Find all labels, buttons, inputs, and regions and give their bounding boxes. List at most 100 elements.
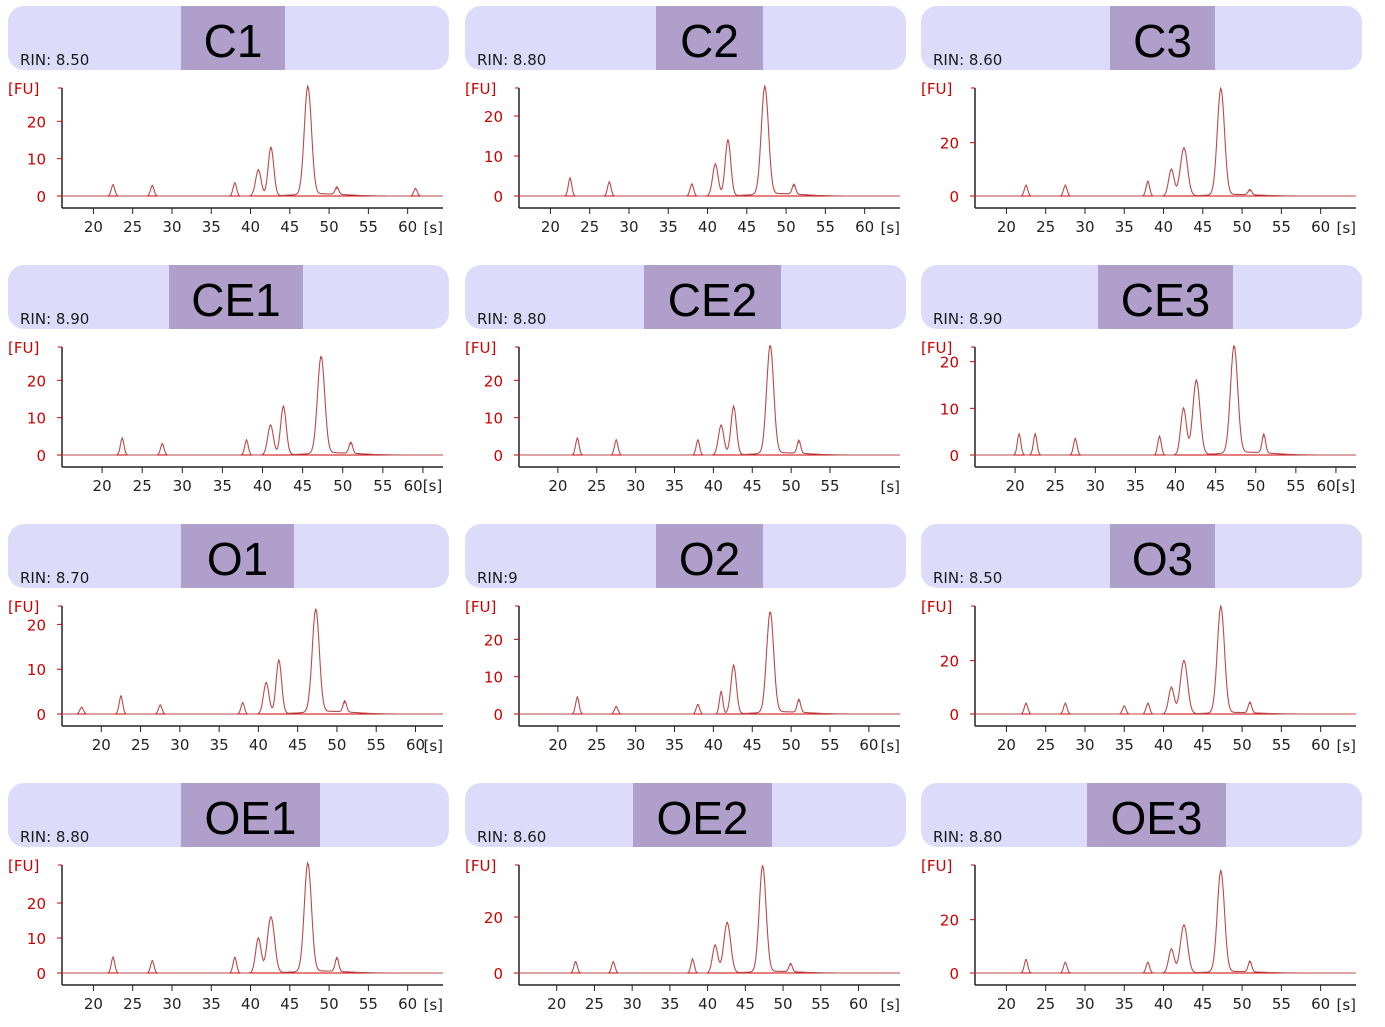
peak-point: [241, 702, 244, 704]
peak-point: [349, 443, 352, 445]
x-tick-label: 50: [782, 477, 801, 495]
y-tick-label: 20: [940, 653, 959, 671]
rin-value: RIN: 8.60: [933, 51, 1003, 69]
chart-panel: RIN: 8.80 C2 [FU] 20 10 0 20 25 30 35 40 45 50 55 60 [s…: [457, 0, 906, 250]
peak-point: [1147, 961, 1149, 964]
x-tick-label: 50: [777, 218, 796, 236]
panel-header: RIN: 8.70 O1: [8, 524, 449, 588]
x-tick-label: 45: [1193, 995, 1212, 1013]
x-tick-label: 60[s]: [1317, 477, 1356, 495]
rin-value: RIN: 8.50: [20, 51, 90, 69]
peak-point: [1183, 659, 1185, 662]
x-tick-label: 55: [1272, 218, 1291, 236]
peak-point: [282, 405, 285, 408]
x-tick-label: 20: [997, 218, 1016, 236]
y-unit-label: [FU]: [8, 339, 39, 357]
x-tick-label: 40: [249, 736, 268, 754]
peak-point: [726, 921, 729, 924]
x-tick-label: 30: [1075, 995, 1094, 1013]
peak-point: [112, 956, 114, 959]
x-tick-label: 35: [659, 218, 678, 236]
y-tick-label: 10: [940, 400, 959, 418]
y-tick-label: 10: [484, 148, 503, 166]
y-unit-label: [FU]: [921, 857, 952, 875]
peak-point: [732, 664, 735, 667]
peak-point: [612, 961, 615, 963]
peak-point: [112, 184, 114, 186]
x-tick-label: 35: [665, 477, 684, 495]
peak-point: [714, 163, 717, 165]
x-tick-label: 35: [1115, 736, 1134, 754]
chart-panel: RIN: 8.80 OE3 [FU] 20 0 20 25 30 35 40 45 50 55 60 [s]: [913, 777, 1362, 1027]
x-tick-label: 25: [123, 218, 142, 236]
x-tick-label: 45: [1193, 736, 1212, 754]
peak-point: [720, 690, 722, 693]
peak-point: [1025, 958, 1027, 961]
peak-point: [1034, 433, 1036, 435]
peak-point: [1182, 407, 1185, 410]
panel-header: RIN: 8.50 C1: [8, 6, 449, 70]
y-tick-label: 0: [949, 188, 959, 206]
x-tick-label: 60: [859, 736, 878, 754]
x-tick-label: 25: [585, 995, 604, 1013]
y-unit-label: [FU]: [921, 80, 952, 98]
x-tick-label: 40: [241, 218, 260, 236]
peak-point: [574, 961, 577, 963]
x-tick-label: 45: [288, 736, 307, 754]
x-tick-label: 45: [280, 218, 299, 236]
y-tick-label: 10: [484, 410, 503, 428]
x-tick-label: 50: [333, 477, 352, 495]
trace-line: [975, 345, 1356, 456]
peak-point: [1170, 948, 1173, 950]
y-tick-label: 0: [36, 188, 46, 206]
x-tick-label: 40: [1166, 477, 1185, 495]
x-tick-label: 50: [1233, 218, 1252, 236]
x-tick-label: 20: [84, 995, 103, 1013]
x-tick-label: 40: [1154, 218, 1173, 236]
peak-point: [1025, 184, 1027, 187]
x-tick-label: 20: [84, 218, 103, 236]
peak-point: [1249, 702, 1251, 705]
y-tick-label: 20: [27, 616, 46, 634]
x-tick-label: 25: [1036, 218, 1055, 236]
x-tick-label: 40: [698, 995, 717, 1013]
peak-point: [151, 184, 154, 187]
panel-header: RIN: 8.80 OE1: [8, 783, 449, 847]
x-tick-label: 35: [1115, 218, 1134, 236]
y-tick-label: 20: [484, 909, 503, 927]
peak-point: [615, 439, 617, 441]
x-tick-label: 30: [626, 477, 645, 495]
y-tick-label: 0: [493, 706, 503, 724]
peak-point: [414, 187, 417, 190]
y-tick-label: 0: [493, 447, 503, 465]
peak-point: [1220, 606, 1222, 609]
y-tick-label: 10: [27, 410, 46, 428]
peak-point: [1233, 346, 1235, 349]
y-tick-label: 20: [27, 895, 46, 913]
peak-point: [798, 441, 800, 443]
x-tick-label: 60: [398, 218, 417, 236]
y-tick-label: 0: [949, 965, 959, 983]
trace-line: [975, 868, 1356, 974]
sample-label: OE3: [1087, 783, 1226, 847]
x-tick-label: 25: [1036, 995, 1055, 1013]
x-tick-label: 60: [406, 736, 425, 754]
peak-point: [793, 185, 795, 187]
sample-label: CE1: [169, 265, 303, 329]
x-tick-label: 30: [623, 995, 642, 1013]
peak-point: [159, 704, 161, 706]
rin-value: RIN: 8.70: [20, 569, 90, 587]
rin-value: RIN: 8.90: [20, 310, 90, 328]
trace-line: [62, 861, 443, 974]
peak-point: [1025, 702, 1027, 705]
y-tick-label: 20: [27, 113, 46, 131]
x-unit-label: [s]: [880, 737, 900, 755]
x-tick-label: 45: [1193, 218, 1212, 236]
x-tick-label: 55: [820, 477, 839, 495]
x-tick-label: 35: [665, 736, 684, 754]
x-tick-label: 20: [547, 995, 566, 1013]
x-tick-label: 45: [737, 218, 756, 236]
